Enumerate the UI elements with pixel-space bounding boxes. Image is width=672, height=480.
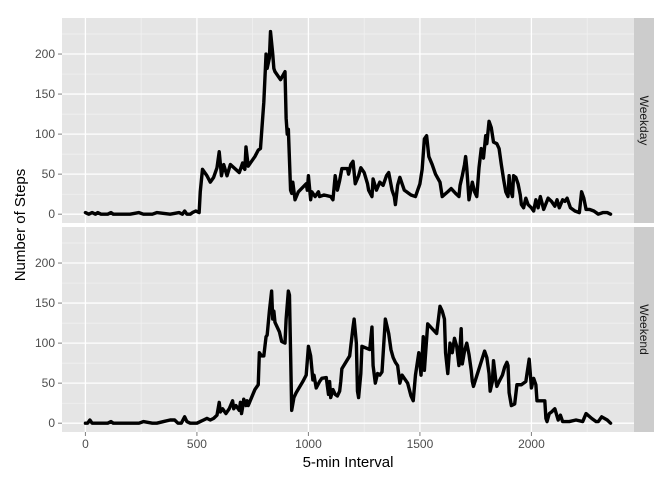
strip-background — [634, 18, 654, 223]
y-ticks: 0 50 100 150 200 — [35, 47, 62, 221]
panel-background — [62, 18, 634, 223]
x-ticks: 0 500 1000 1500 2000 — [82, 432, 545, 451]
series-line-weekend — [83, 289, 613, 425]
y-tick-label: 50 — [42, 167, 56, 181]
series-line-group — [83, 29, 613, 216]
x-axis-title: 5-min Interval — [303, 454, 394, 471]
series-line-weekday — [83, 29, 613, 216]
strip-label-weekend: Weekend — [637, 304, 651, 354]
strip-background — [634, 227, 654, 432]
panel-background — [62, 227, 634, 432]
y-tick-label: 50 — [42, 376, 56, 390]
y-tick-label: 0 — [48, 207, 55, 221]
y-tick-label: 150 — [35, 87, 55, 101]
y-axis-title: Number of Steps — [12, 169, 29, 282]
x-tick-label: 1500 — [407, 437, 434, 451]
series-line-group — [83, 289, 613, 425]
y-tick-label: 100 — [35, 127, 55, 141]
x-tick-label: 0 — [82, 437, 89, 451]
y-tick-label: 0 — [48, 416, 55, 430]
y-tick-label: 150 — [35, 296, 55, 310]
x-tick-label: 2000 — [518, 437, 545, 451]
strip-label-weekday: Weekday — [637, 96, 651, 146]
y-tick-label: 200 — [35, 256, 55, 270]
x-tick-label: 500 — [187, 437, 207, 451]
gridlines — [62, 227, 634, 432]
y-ticks: 0 50 100 150 200 — [35, 256, 62, 430]
y-tick-label: 200 — [35, 47, 55, 61]
y-tick-label: 100 — [35, 336, 55, 350]
facet-weekday: Weekday 0 50 100 150 200 — [35, 18, 654, 223]
facet-weekend: Weekend 0 50 100 150 200 — [35, 227, 654, 432]
x-tick-label: 1000 — [295, 437, 322, 451]
